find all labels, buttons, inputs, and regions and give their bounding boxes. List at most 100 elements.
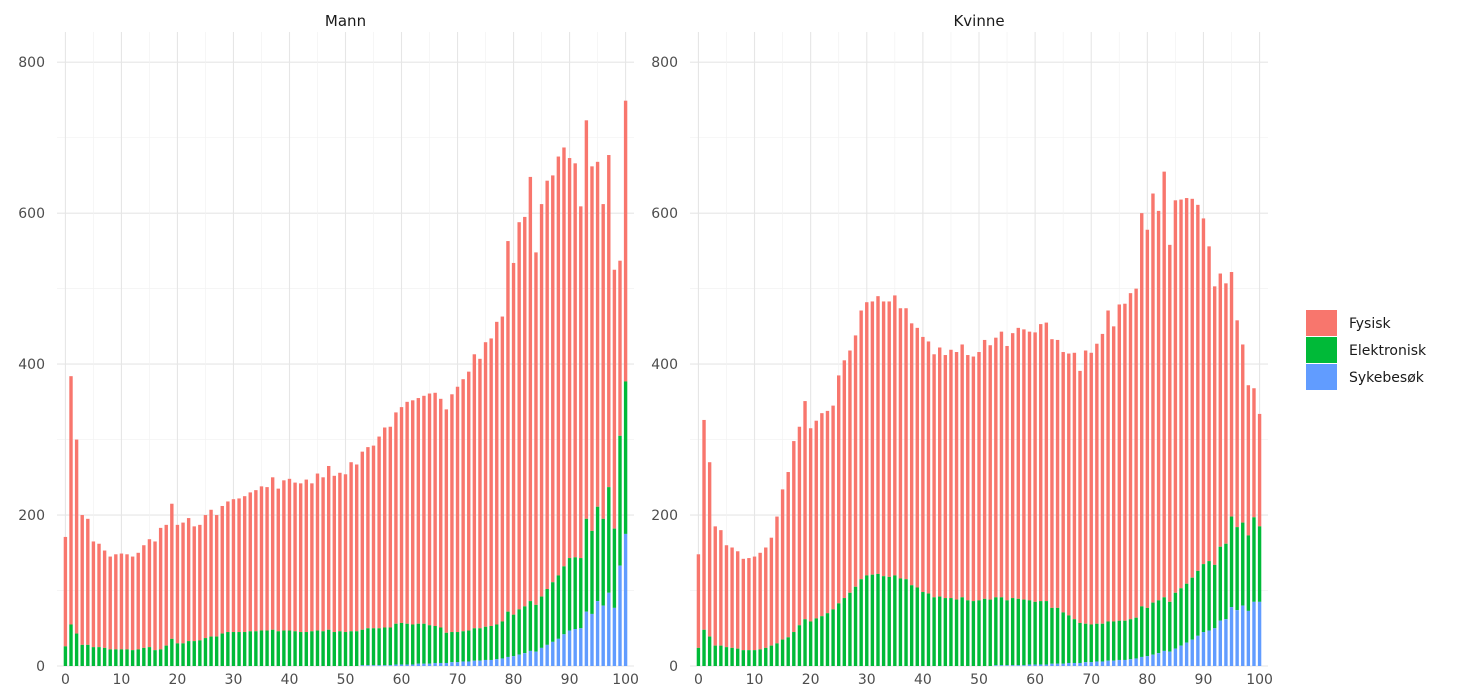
bar-elektronisk xyxy=(338,631,342,666)
bar-fysisk xyxy=(848,350,852,593)
bar-elektronisk xyxy=(394,623,398,665)
bar-elektronisk xyxy=(780,639,785,666)
bar-sykebesok xyxy=(601,605,605,666)
bar-sykebesok xyxy=(523,653,527,666)
bar-fysisk xyxy=(842,360,847,599)
bar-elektronisk xyxy=(612,528,617,608)
bar-elektronisk xyxy=(433,625,437,663)
legend-item: Elektronisk xyxy=(1306,337,1427,363)
bar-fysisk xyxy=(719,530,723,646)
bar-fysisk xyxy=(220,505,224,634)
bar-fysisk xyxy=(506,241,510,612)
bar-fysisk xyxy=(265,487,269,631)
bar-fysisk xyxy=(887,301,891,577)
bar-fysisk xyxy=(741,558,746,651)
x-tick-label: 50 xyxy=(337,672,355,688)
bar-elektronisk xyxy=(142,647,146,666)
bar-fysisk xyxy=(175,524,180,644)
bar-fysisk xyxy=(1100,333,1105,624)
bar-fysisk xyxy=(1151,193,1155,603)
bar-elektronisk xyxy=(764,647,768,666)
bar-sykebesok xyxy=(994,665,998,666)
bar-fysisk xyxy=(1179,199,1183,589)
bar-elektronisk xyxy=(1151,602,1155,655)
bar-sykebesok xyxy=(1100,661,1105,666)
bar-sykebesok xyxy=(1179,645,1183,666)
bar-elektronisk xyxy=(921,592,925,666)
bars xyxy=(63,100,628,666)
bar-fysisk xyxy=(556,156,561,576)
bar-fysisk xyxy=(1134,288,1138,618)
x-tick-label: 20 xyxy=(169,672,187,688)
bar-elektronisk xyxy=(237,632,241,666)
bar-elektronisk xyxy=(719,645,723,666)
bar-elektronisk xyxy=(1027,600,1032,665)
bar-elektronisk xyxy=(282,630,286,666)
bar-fysisk xyxy=(198,524,202,641)
bar-sykebesok xyxy=(1072,662,1077,666)
bar-fysisk xyxy=(1229,272,1234,517)
bar-elektronisk xyxy=(1229,516,1234,608)
bar-elektronisk xyxy=(102,647,107,666)
bar-fysisk xyxy=(747,558,751,651)
bar-fysisk xyxy=(1173,200,1178,593)
bar-elektronisk xyxy=(304,632,308,666)
bar-fysisk xyxy=(63,536,68,647)
bar-elektronisk xyxy=(1218,546,1223,621)
bar-elektronisk xyxy=(472,628,477,661)
bar-sykebesok xyxy=(1241,605,1245,666)
bar-fysisk xyxy=(411,400,415,625)
bar-sykebesok xyxy=(450,662,454,666)
bar-elektronisk xyxy=(904,579,908,666)
bar-fysisk xyxy=(1044,322,1049,602)
bar-fysisk xyxy=(394,412,398,624)
y-tick-label: 800 xyxy=(18,55,45,71)
bar-fysisk xyxy=(102,550,107,648)
bar-fysisk xyxy=(383,427,387,628)
bar-fysisk xyxy=(915,327,919,588)
bar-elektronisk xyxy=(125,649,129,666)
bar-fysisk xyxy=(1117,304,1121,621)
bar-sykebesok xyxy=(416,663,421,666)
bar-fysisk xyxy=(982,339,987,599)
bar-elektronisk xyxy=(848,592,852,666)
bar-elektronisk xyxy=(321,631,325,666)
bar-sykebesok xyxy=(1111,660,1116,666)
bar-fysisk xyxy=(898,308,903,579)
bar-fysisk xyxy=(1027,331,1032,601)
x-tick-label: 30 xyxy=(225,672,243,688)
bar-fysisk xyxy=(932,354,936,598)
bar-fysisk xyxy=(1078,370,1082,623)
y-tick-label: 0 xyxy=(669,659,678,675)
bar-fysisk xyxy=(534,252,538,605)
bar-fysisk xyxy=(769,537,774,646)
bar-fysisk xyxy=(1055,339,1060,608)
bar-elektronisk xyxy=(349,631,353,666)
bar-fysisk xyxy=(943,355,948,599)
bar-fysisk xyxy=(472,354,477,629)
panel-mann: Mann 0 200 400 600 800 0 10 20 30 40 50 60 70 80 90 100 xyxy=(18,12,639,688)
bar-elektronisk xyxy=(926,593,931,666)
bar-elektronisk xyxy=(1207,561,1211,631)
bar-fysisk xyxy=(825,410,830,614)
y-tick-label: 400 xyxy=(651,357,678,373)
x-tick-label: 90 xyxy=(1195,672,1213,688)
bar-elektronisk xyxy=(584,518,589,612)
x-tick-label: 70 xyxy=(1082,672,1100,688)
bar-sykebesok xyxy=(472,660,477,666)
bar-elektronisk xyxy=(439,627,443,663)
bar-elektronisk xyxy=(1055,607,1060,664)
bar-fysisk xyxy=(186,518,191,642)
bar-fysisk xyxy=(192,526,196,642)
bar-elektronisk xyxy=(1123,620,1127,660)
bar-sykebesok xyxy=(1173,648,1178,666)
bar-elektronisk xyxy=(450,632,454,663)
bar-elektronisk xyxy=(170,638,174,666)
bar-elektronisk xyxy=(982,598,987,666)
bar-elektronisk xyxy=(69,624,73,666)
bar-fysisk xyxy=(870,301,875,575)
y-tick-label: 200 xyxy=(18,508,45,524)
x-tick-label: 40 xyxy=(914,672,932,688)
bar-fysisk xyxy=(315,473,320,631)
bar-fysisk xyxy=(1235,320,1239,528)
